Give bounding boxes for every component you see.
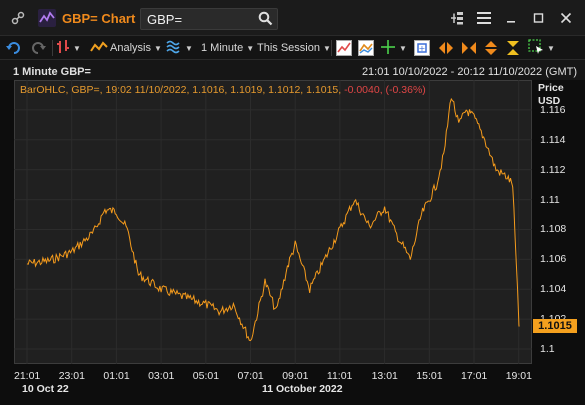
expand-y-icon[interactable] <box>484 39 498 57</box>
price-line <box>26 97 520 342</box>
compare-chart-icon[interactable] <box>358 39 374 57</box>
chart-type-dropdown[interactable]: ▼ <box>56 39 81 57</box>
x-tick-label: 03:01 <box>148 370 175 382</box>
chevron-down-icon: ▼ <box>322 43 331 53</box>
session-dropdown[interactable]: This Session ▼ <box>257 39 331 57</box>
scroll-left-icon[interactable] <box>438 39 454 57</box>
waves-icon <box>166 40 182 57</box>
chart-header: 1 Minute GBP= 21:01 10/10/2022 - 20:12 1… <box>0 60 585 80</box>
x-date-label: 11 October 2022 <box>262 383 343 395</box>
y-axis-title-price: Price <box>538 82 564 94</box>
crosshair-tool[interactable]: ▼ <box>380 39 407 57</box>
chevron-down-icon: ▼ <box>547 43 555 53</box>
svg-text:+: + <box>419 44 426 53</box>
ohlc-change: -0.0040, (-0.36%) <box>344 84 426 96</box>
ohlc-bars-icon <box>56 39 70 58</box>
y-tick-label: 1.116 <box>540 103 566 116</box>
x-tick-label: 11:01 <box>326 370 353 382</box>
layout-icon[interactable] <box>447 8 467 28</box>
menu-icon[interactable] <box>474 8 494 28</box>
x-tick-label: 19:01 <box>505 370 532 382</box>
x-tick-label: 07:01 <box>237 370 264 382</box>
x-tick-label: 13:01 <box>371 370 398 382</box>
chevron-down-icon: ▼ <box>185 43 193 53</box>
x-tick-label: 09:01 <box>282 370 309 382</box>
y-tick-label: 1.1 <box>540 343 555 356</box>
x-tick-label: 01:01 <box>103 370 130 382</box>
cursor-select-icon <box>528 38 544 58</box>
date-range: 21:01 10/10/2022 - 20:12 11/10/2022 (GMT… <box>361 66 577 78</box>
x-tick-label: 15:01 <box>416 370 443 382</box>
interval-dropdown[interactable]: 1 Minute ▼ <box>201 39 254 57</box>
last-price-badge: 1.1015 <box>533 319 577 333</box>
y-tick-label: 1.106 <box>540 253 567 266</box>
chevron-down-icon: ▼ <box>399 43 407 53</box>
zoom-box-icon[interactable]: + <box>414 39 430 57</box>
x-tick-label: 05:01 <box>192 370 220 382</box>
y-tick-label: 1.114 <box>540 133 566 146</box>
chevron-down-icon: ▼ <box>73 43 81 53</box>
ohlc-info: BarOHLC, GBP=, 19:02 11/10/2022, 1.1016,… <box>20 84 426 96</box>
analysis-menu[interactable]: Analysis ▼ <box>90 39 162 57</box>
link-icon[interactable] <box>8 8 28 28</box>
search-input[interactable] <box>147 11 255 27</box>
session-label: This Session <box>257 42 320 54</box>
undo-icon[interactable] <box>6 39 22 57</box>
chevron-down-icon: ▼ <box>246 43 255 53</box>
minimize-icon[interactable] <box>502 8 522 28</box>
close-icon[interactable] <box>556 8 576 28</box>
chart-title: 1 Minute GBP= <box>13 66 91 78</box>
y-tick-label: 1.104 <box>540 283 567 296</box>
x-tick-label: 23:01 <box>58 370 85 382</box>
x-tick-label: 17:01 <box>461 370 488 382</box>
app-title: GBP= Chart <box>62 11 136 26</box>
search-box[interactable] <box>140 8 278 30</box>
ohlc-values: BarOHLC, GBP=, 19:02 11/10/2022, 1.1016,… <box>20 84 342 96</box>
y-tick-label: 1.11 <box>540 193 560 206</box>
redo-icon[interactable] <box>30 39 46 57</box>
title-bar: GBP= Chart <box>0 0 585 36</box>
y-tick-label: 1.108 <box>540 223 567 236</box>
line-chart-icon[interactable] <box>336 39 352 57</box>
analysis-icon <box>90 40 108 56</box>
analysis-label: Analysis <box>110 42 151 54</box>
y-axis-title: Price USD <box>538 82 564 108</box>
chevron-down-icon: ▼ <box>153 43 162 53</box>
x-axis[interactable] <box>0 365 585 405</box>
search-icon[interactable] <box>258 11 273 29</box>
y-tick-label: 1.112 <box>540 163 566 176</box>
x-tick-label: 21:01 <box>14 370 41 382</box>
select-tool[interactable]: ▼ <box>528 38 555 58</box>
chart-app-icon <box>37 8 57 28</box>
y-axis[interactable] <box>533 80 585 364</box>
compress-x-icon[interactable] <box>461 39 477 57</box>
interval-label: 1 Minute <box>201 42 244 54</box>
maximize-icon[interactable] <box>529 8 549 28</box>
y-axis-title-currency: USD <box>538 95 561 107</box>
compress-y-icon[interactable] <box>506 39 520 57</box>
crosshair-icon <box>380 39 396 58</box>
overlay-dropdown[interactable]: ▼ <box>166 39 193 57</box>
x-date-label: 10 Oct 22 <box>22 383 69 395</box>
price-chart[interactable] <box>14 80 532 364</box>
chart-toolbar: ▼ Analysis ▼ ▼ 1 Minute ▼ This Session ▼… <box>0 36 585 60</box>
